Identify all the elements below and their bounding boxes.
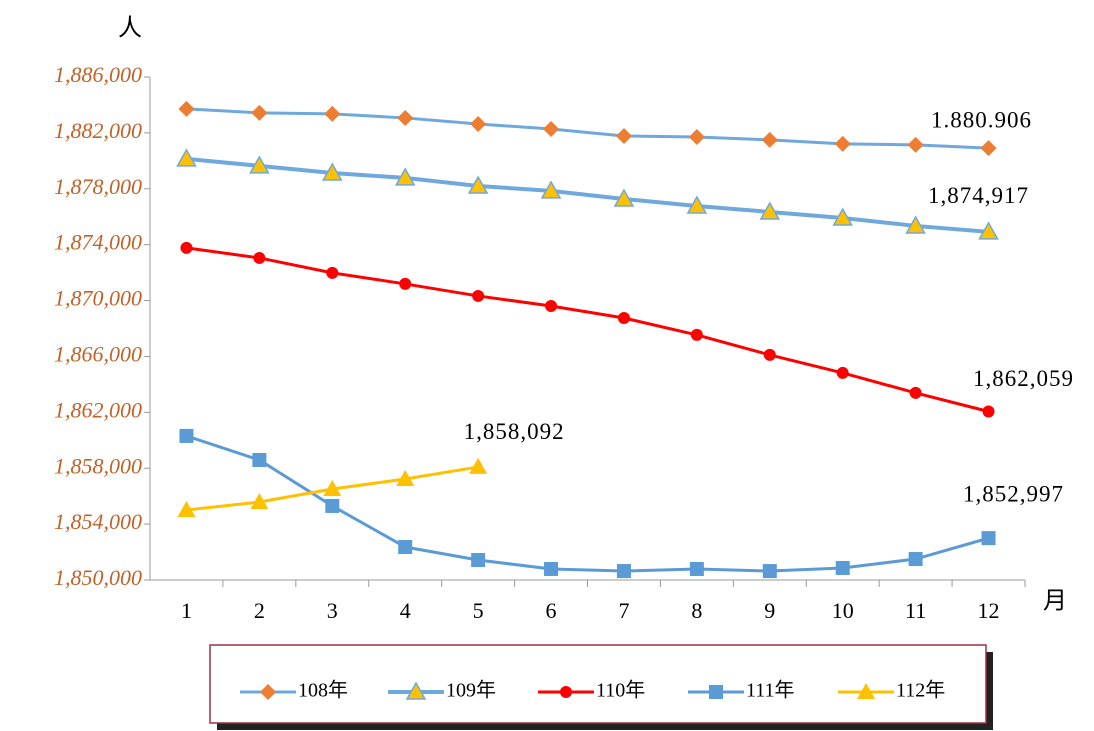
data-point — [908, 552, 923, 567]
data-point — [394, 167, 416, 186]
legend-box — [209, 644, 987, 724]
data-point — [762, 564, 777, 579]
legend-marker — [560, 686, 572, 698]
data-point — [176, 148, 197, 167]
data-point — [249, 155, 270, 174]
data-point — [690, 328, 703, 341]
data-point — [688, 128, 705, 145]
data-point — [470, 115, 487, 132]
x-tick-label: 8 — [691, 598, 702, 623]
data-point — [398, 540, 413, 555]
data-point — [615, 127, 632, 144]
data-point — [981, 531, 996, 546]
y-tick-label: 1,866,000 — [54, 341, 142, 366]
data-point — [978, 221, 999, 240]
data-point — [616, 564, 631, 579]
data-point — [179, 428, 194, 443]
legend-label: 111年 — [746, 679, 795, 702]
series-line — [186, 156, 989, 234]
data-point — [836, 366, 849, 379]
x-tick-label: 10 — [832, 598, 854, 623]
legend-marker — [709, 685, 723, 699]
data-point — [178, 100, 195, 117]
y-tick-label: 1,886,000 — [54, 62, 142, 87]
y-tick-label: 1,882,000 — [54, 118, 142, 143]
x-tick-label: 9 — [764, 598, 775, 623]
data-point — [471, 553, 486, 568]
x-tick-label: 4 — [400, 598, 411, 623]
data-point — [905, 215, 926, 234]
legend-label: 112年 — [896, 679, 945, 702]
y-tick-label: 1,878,000 — [54, 174, 142, 199]
data-point — [396, 469, 415, 486]
series-line — [185, 434, 989, 573]
data-point — [326, 266, 339, 279]
data-label: 1,874,917 — [928, 183, 1029, 208]
data-point — [397, 109, 414, 126]
data-point — [180, 241, 193, 254]
data-label: 1,858,092 — [464, 419, 565, 444]
data-point — [251, 104, 268, 121]
data-point — [322, 162, 343, 181]
data-point — [759, 201, 781, 220]
data-point — [324, 105, 341, 122]
data-point — [325, 498, 340, 513]
data-point — [761, 131, 778, 148]
data-point — [686, 195, 708, 214]
data-point — [469, 457, 488, 474]
data-point — [544, 561, 559, 576]
x-tick-label: 12 — [978, 598, 1000, 623]
data-point — [252, 452, 267, 467]
x-tick-label: 7 — [618, 598, 629, 623]
y-tick-label: 1,854,000 — [54, 509, 142, 534]
legend-label: 108年 — [298, 679, 348, 702]
legend-label: 109年 — [446, 679, 496, 702]
data-point — [982, 405, 995, 418]
x-tick-label: 11 — [905, 598, 926, 623]
y-tick-label: 1,870,000 — [54, 286, 142, 311]
data-point — [835, 560, 850, 575]
y-tick-label: 1,850,000 — [54, 565, 142, 590]
x-tick-label: 3 — [327, 598, 338, 623]
series-line — [186, 246, 989, 413]
legend-marker — [857, 683, 875, 699]
data-point — [834, 135, 851, 152]
series-line — [186, 107, 989, 150]
data-point — [907, 136, 924, 153]
x-axis-label: 月 — [1043, 589, 1067, 615]
y-tick-label: 1,858,000 — [54, 453, 142, 478]
data-point — [832, 207, 853, 226]
data-point — [323, 480, 342, 497]
data-label: 1,852,997 — [963, 481, 1064, 506]
data-point — [689, 561, 704, 576]
y-tick-label: 1,862,000 — [54, 397, 142, 422]
x-tick-label: 6 — [546, 598, 557, 623]
legend-label: 110年 — [596, 679, 645, 702]
x-tick-label: 5 — [473, 598, 484, 623]
y-tick-label: 1,874,000 — [54, 230, 142, 255]
data-label: 1.880.906 — [931, 107, 1032, 132]
y-axis-label: 人 — [118, 16, 142, 42]
data-point — [399, 277, 412, 290]
legend-marker — [405, 681, 427, 700]
data-label: 1,862,059 — [973, 366, 1074, 391]
data-point — [543, 120, 560, 137]
data-point — [253, 251, 266, 264]
data-point — [909, 386, 922, 399]
x-tick-label: 1 — [181, 598, 192, 623]
data-point — [472, 289, 485, 302]
data-point — [763, 348, 776, 361]
data-point — [545, 300, 558, 313]
x-tick-label: 2 — [254, 598, 265, 623]
legend-marker — [260, 684, 276, 700]
data-point — [980, 140, 997, 157]
data-point — [250, 493, 269, 510]
data-point — [177, 500, 196, 517]
data-point — [467, 175, 489, 194]
data-point — [613, 188, 635, 207]
data-point — [540, 180, 562, 199]
data-point — [617, 312, 630, 325]
